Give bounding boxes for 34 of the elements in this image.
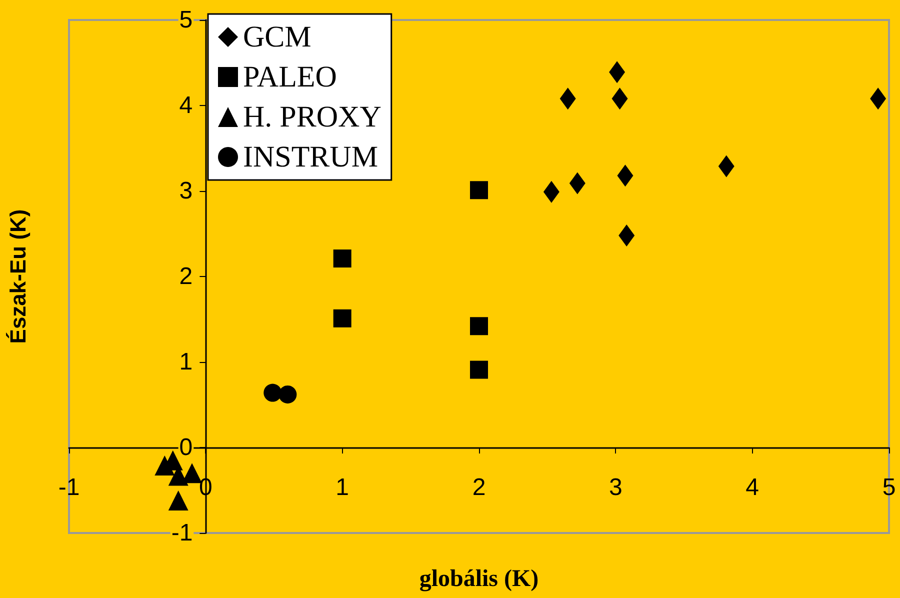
y-tick-label: 5: [179, 6, 193, 34]
y-tick-label: -1: [171, 520, 193, 546]
x-tick-label: 3: [608, 474, 622, 501]
point: [264, 384, 282, 402]
y-axis-title: Észak-Eu (K): [6, 209, 30, 344]
point: [560, 88, 576, 110]
y-tick-label: 1: [179, 348, 193, 376]
y-tick-label: 2: [179, 263, 193, 290]
point: [618, 224, 635, 246]
x-tick-label: 4: [746, 474, 760, 501]
point: [470, 317, 488, 336]
x-tick-label: 1: [336, 474, 350, 501]
legend-label: INSTRUM: [243, 140, 378, 174]
point: [333, 250, 352, 268]
point: [470, 181, 488, 200]
legend-label: H. PROXY: [243, 100, 382, 134]
point: [168, 490, 188, 511]
point: [543, 180, 560, 203]
x-axis-title: globális (K): [419, 566, 539, 592]
y-tick-label: 3: [179, 178, 193, 204]
point: [617, 164, 634, 187]
point: [870, 88, 886, 110]
point: [470, 360, 488, 379]
point: [718, 155, 734, 178]
point: [278, 385, 297, 404]
legend-label: GCM: [243, 20, 312, 54]
y-tick-label: 4: [179, 92, 193, 119]
point: [569, 172, 586, 194]
legend-label: PALEO: [243, 60, 337, 94]
y-tick-label: 0: [179, 434, 193, 461]
x-tick-label: 2: [472, 474, 486, 501]
point: [609, 61, 626, 84]
point: [612, 88, 628, 110]
point: [333, 309, 352, 328]
